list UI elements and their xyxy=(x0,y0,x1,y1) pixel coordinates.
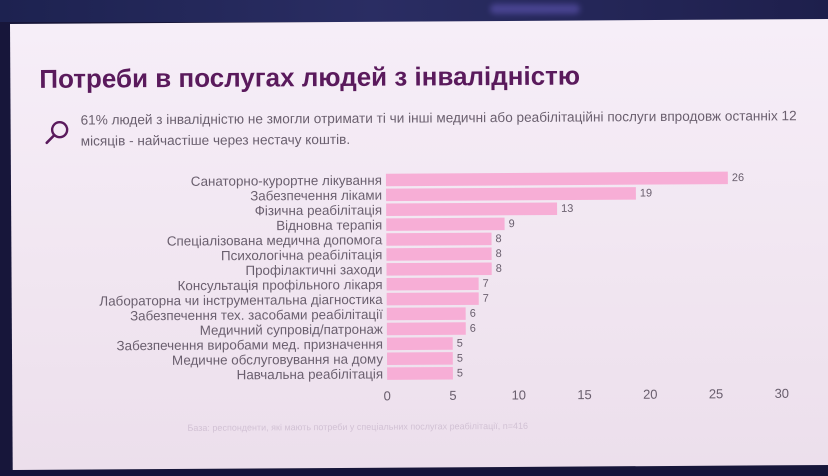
category-label: Лабораторна чи інструментальна діагности… xyxy=(99,292,383,309)
bar xyxy=(386,277,479,291)
category-label: Фізична реабілітація xyxy=(255,203,383,219)
data-label: 19 xyxy=(640,187,652,199)
x-tick-label: 10 xyxy=(511,387,526,402)
category-label: Забезпечення ліками xyxy=(250,188,382,204)
data-label: 5 xyxy=(457,338,463,350)
bar xyxy=(386,292,479,306)
bar xyxy=(385,171,728,187)
data-label: 5 xyxy=(457,367,463,379)
data-label: 26 xyxy=(732,172,744,184)
category-label: Медичне обслуговування на дому xyxy=(172,352,383,368)
x-tick-label: 15 xyxy=(577,387,592,402)
data-label: 8 xyxy=(496,263,502,275)
bar xyxy=(387,367,453,380)
bar xyxy=(386,217,505,231)
data-label: 6 xyxy=(470,308,476,320)
category-label: Навчальна реабілітація xyxy=(237,366,384,382)
category-label: Забезпечення виробами мед. призначення xyxy=(116,337,383,354)
screen-top-band xyxy=(0,0,828,22)
x-tick-label: 0 xyxy=(384,388,391,403)
data-label: 8 xyxy=(495,233,501,245)
category-label: Спеціалізована медична допомога xyxy=(167,232,383,248)
bar xyxy=(386,307,466,321)
bar xyxy=(386,262,492,276)
horizontal-bar-chart: Санаторно-курортне лікування 26 Забезпечен… xyxy=(99,171,789,403)
stage-light xyxy=(490,4,580,14)
footnote: База: респонденти, які мають потреби у с… xyxy=(187,420,529,433)
category-label: Санаторно-курортне лікування xyxy=(191,173,382,189)
data-label: 7 xyxy=(483,278,489,290)
category-label: Медичний супровід/патронаж xyxy=(200,322,383,338)
category-label: Забезпечення тех. засобами реабілітації xyxy=(130,307,383,324)
presentation-slide: Потреби в послугах людей з інвалідністю … xyxy=(10,19,828,470)
data-label: 13 xyxy=(561,203,573,215)
x-tick-label: 30 xyxy=(774,386,789,401)
bar xyxy=(387,352,453,366)
bar xyxy=(386,322,466,336)
data-label: 7 xyxy=(483,293,489,305)
bar xyxy=(386,202,558,217)
x-tick-label: 25 xyxy=(709,386,724,401)
category-label: Консультація профільного лікаря xyxy=(178,277,383,293)
category-label: Психологічна реабілітація xyxy=(221,247,383,263)
x-tick-label: 5 xyxy=(449,388,456,403)
bar xyxy=(386,337,453,351)
screen-bottom-band xyxy=(0,470,828,476)
category-label: Відновна терапія xyxy=(276,217,382,233)
data-label: 6 xyxy=(470,323,476,335)
data-label: 5 xyxy=(457,353,463,365)
x-tick-label: 20 xyxy=(643,387,658,402)
data-label: 8 xyxy=(496,248,502,260)
category-label: Профілактичні заходи xyxy=(245,262,382,278)
data-label: 9 xyxy=(509,218,515,230)
search-icon xyxy=(45,120,69,145)
bar xyxy=(386,232,492,246)
bar xyxy=(386,247,492,261)
bar xyxy=(386,187,636,202)
